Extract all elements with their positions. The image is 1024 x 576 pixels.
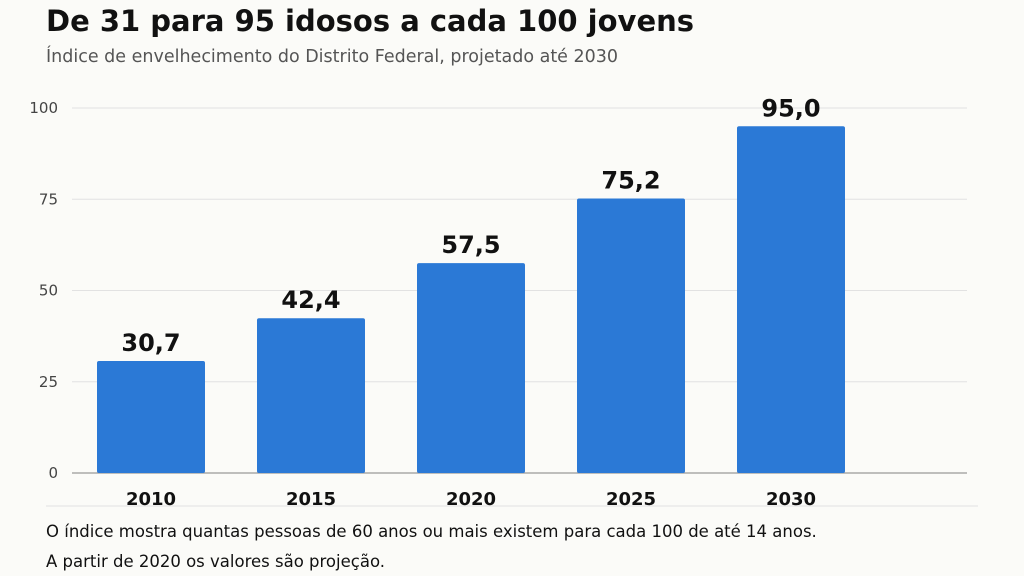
chart-subtitle: Índice de envelhecimento do Distrito Fed…: [46, 47, 619, 67]
x-category-label: 2020: [446, 489, 496, 510]
y-tick-label: 50: [39, 282, 58, 300]
bar-2010: [97, 360, 205, 473]
y-tick-label: 100: [29, 99, 58, 117]
bar-2020: [417, 263, 525, 473]
x-category-label: 2025: [606, 489, 656, 510]
x-category-label: 2030: [766, 489, 816, 510]
y-tick-label: 75: [39, 190, 58, 208]
bar-value-label: 30,7: [121, 329, 180, 357]
bar-2015: [257, 318, 365, 473]
y-tick-label: 0: [48, 464, 58, 482]
bar-2030: [737, 126, 845, 473]
bar-value-label: 95,0: [761, 94, 820, 122]
footnote-projection: A partir de 2020 os valores são projeção…: [46, 552, 385, 571]
footnote-definition: O índice mostra quantas pessoas de 60 an…: [46, 522, 817, 541]
bar-value-label: 57,5: [441, 231, 500, 259]
chart-title: De 31 para 95 idosos a cada 100 jovens: [46, 4, 695, 38]
y-tick-label: 25: [39, 373, 58, 391]
bar-value-label: 75,2: [601, 167, 660, 195]
x-category-label: 2010: [126, 489, 176, 510]
bar-2025: [577, 198, 685, 473]
bar-value-label: 42,4: [281, 286, 340, 314]
bars: [97, 126, 845, 473]
labels: 0 25 50 75 100 30,7 2010 42,4 2015 57,5 2020 75,2 20…: [29, 94, 820, 510]
bar-chart: 0 25 50 75 100 30,7 2010 42,4 2015 57,5 2020 75,2 20…: [29, 94, 978, 510]
x-category-label: 2015: [286, 489, 336, 510]
